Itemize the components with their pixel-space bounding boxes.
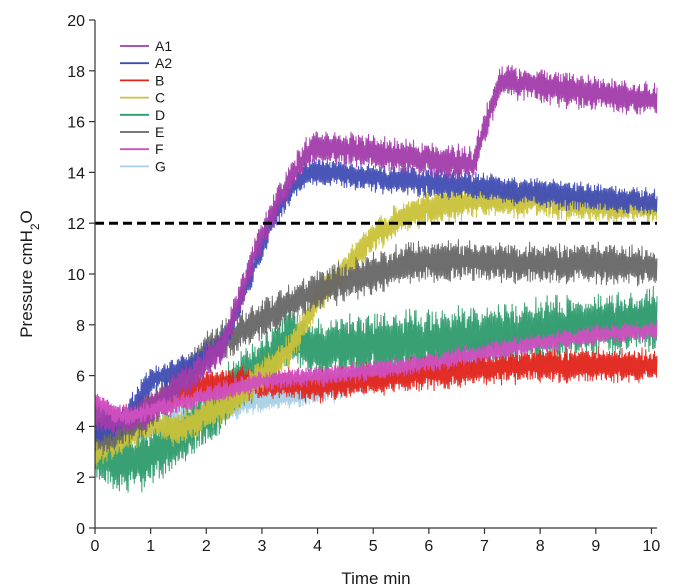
x-tick-label-8: 8: [536, 538, 545, 555]
x-tick-label-0: 0: [91, 538, 100, 555]
series-line-d: [94, 286, 658, 493]
legend-label-g: G: [155, 158, 166, 174]
y-tick-label-20: 20: [67, 13, 85, 30]
y-tick-label-18: 18: [67, 64, 85, 81]
x-tick-label-10: 10: [643, 538, 661, 555]
y-tick-label-8: 8: [76, 318, 85, 335]
y-axis-title-tail: O: [17, 210, 36, 223]
x-tick-label-1: 1: [146, 538, 155, 555]
y-axis-title-subscript: 2: [28, 223, 42, 230]
legend-label-b: B: [155, 72, 164, 88]
y-tick-label-16: 16: [67, 115, 85, 132]
series-line-a2: [94, 158, 658, 443]
legend-label-d: D: [155, 107, 165, 123]
y-tick-label-6: 6: [76, 369, 85, 386]
x-tick-label-4: 4: [313, 538, 322, 555]
x-tick-label-7: 7: [480, 538, 489, 555]
legend-label-a1: A1: [155, 38, 172, 54]
x-axis-title: Time min: [341, 569, 410, 587]
series-line-a1: [94, 65, 658, 436]
legend-label-f: F: [155, 141, 164, 157]
y-tick-label-0: 0: [76, 521, 85, 538]
series-layer: [94, 65, 658, 493]
x-axis: 0 1 2 3 4 5 6 7 8 9 10: [91, 527, 661, 555]
series-line-e: [94, 239, 658, 456]
x-tick-label-5: 5: [369, 538, 378, 555]
legend-label-e: E: [155, 124, 164, 140]
x-tick-label-3: 3: [257, 538, 266, 555]
y-axis: 0 2 4 6 8 10 12 14 16 18 20: [67, 13, 96, 538]
y-axis-title: Pressure cmH2O: [17, 210, 42, 338]
y-tick-label-2: 2: [76, 470, 85, 487]
y-tick-label-10: 10: [67, 267, 85, 284]
legend-label-c: C: [155, 90, 165, 106]
x-tick-label-2: 2: [202, 538, 211, 555]
y-tick-label-12: 12: [67, 216, 85, 233]
series-line-f: [94, 319, 658, 426]
y-axis-title-main: Pressure cmH: [17, 230, 36, 338]
legend-label-a2: A2: [155, 55, 172, 71]
y-tick-label-14: 14: [67, 165, 85, 182]
y-tick-label-4: 4: [76, 419, 85, 436]
x-tick-label-6: 6: [424, 538, 433, 555]
x-tick-label-9: 9: [591, 538, 600, 555]
